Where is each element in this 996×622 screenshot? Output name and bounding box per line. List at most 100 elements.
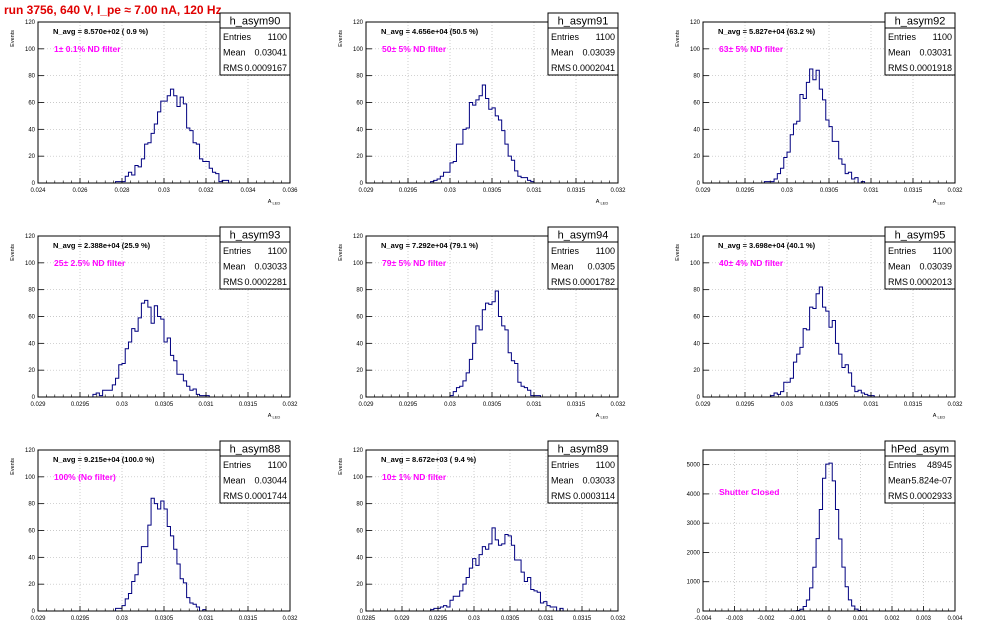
stats-label-mean: Mean (888, 262, 911, 272)
x-tick-label: 0.024 (30, 188, 46, 194)
stats-value-rms: 0.0002041 (572, 63, 615, 73)
y-tick-label: 40 (693, 127, 700, 133)
x-tick-label: 0.0305 (820, 188, 839, 194)
x-tick-label: 0.03 (444, 402, 456, 408)
y-axis-title: Events (10, 458, 16, 475)
y-tick-label: 120 (353, 234, 364, 240)
x-tick-label: 0.032 (947, 188, 963, 194)
y-tick-label: 40 (693, 341, 700, 347)
y-tick-label: 0 (697, 395, 701, 401)
x-tick-label: 0.031 (863, 188, 879, 194)
x-tick-label: 0.0295 (71, 616, 90, 622)
x-tick-label: 0.034 (240, 188, 256, 194)
x-tick-label: 0.03 (116, 616, 128, 622)
x-tick-label: 0.032 (947, 402, 963, 408)
y-tick-label: 4000 (687, 492, 701, 498)
stats-value-rms: 0.0001744 (244, 491, 287, 501)
y-tick-label: 0 (360, 395, 364, 401)
y-tick-label: 20 (356, 582, 363, 588)
stats-value-entries: 1100 (596, 246, 615, 256)
y-tick-label: 60 (356, 529, 363, 535)
stats-value-rms: 0.0002013 (909, 277, 952, 287)
histogram-name: h_asym90 (230, 16, 281, 28)
y-tick-label: 80 (28, 502, 35, 508)
stats-box (547, 241, 619, 290)
histogram-panel-h_asym93: 0.029 0.0295 0.03 0.0305 0.031 0.0315 0.032 0 20… (10, 226, 298, 420)
y-axis-title: Events (338, 30, 344, 47)
stats-value-mean: 0.03044 (254, 476, 287, 486)
stats-box (884, 455, 956, 504)
y-axis-title: Events (338, 244, 344, 261)
stats-label-rms: RMS (551, 277, 571, 287)
stats-value-mean: 0.03033 (582, 476, 615, 486)
x-tick-label: 0.0305 (501, 616, 520, 622)
stats-value-entries: 1100 (268, 460, 287, 470)
y-tick-label: 1000 (687, 580, 701, 586)
navg-label: N_avg = 3.698e+04 (40.1 %) (718, 241, 816, 250)
stats-value-entries: 48945 (927, 460, 952, 470)
stats-label-entries: Entries (223, 246, 252, 256)
y-tick-label: 60 (28, 315, 35, 321)
stats-box (884, 241, 956, 290)
histogram-name: h_asym94 (558, 230, 609, 242)
stats-value-rms: 0.0001918 (909, 63, 952, 73)
stats-label-rms: RMS (551, 491, 571, 501)
y-tick-label: 40 (356, 555, 363, 561)
navg-label: N_avg = 9.215e+04 (100.0 %) (53, 455, 155, 464)
stats-label-entries: Entries (888, 32, 917, 42)
y-tick-label: 80 (28, 74, 35, 80)
y-axis-title: Events (338, 458, 344, 475)
y-tick-label: 60 (693, 101, 700, 107)
navg-label: N_avg = 8.672e+03 ( 9.4 %) (381, 455, 477, 464)
filter-annotation: 10± 1% ND filter (382, 472, 447, 482)
x-axis-title: ALED (596, 413, 609, 420)
histogram-name: h_asym93 (230, 230, 281, 242)
stats-label-rms: RMS (888, 63, 908, 73)
filter-annotation: Shutter Closed (719, 487, 779, 497)
x-tick-label: 0.029 (30, 402, 46, 408)
x-tick-label: 0.03 (444, 188, 456, 194)
stats-value-mean: 0.0305 (587, 262, 615, 272)
y-tick-label: 100 (25, 261, 36, 267)
stats-box (219, 455, 291, 504)
y-tick-label: 20 (693, 368, 700, 374)
filter-annotation: 79± 5% ND filter (382, 258, 447, 268)
y-axis-title: Events (675, 244, 681, 261)
y-tick-label: 0 (697, 181, 701, 187)
y-tick-label: 20 (28, 154, 35, 160)
run-title: run 3756, 640 V, I_pe ≈ 7.00 nA, 120 Hz (4, 3, 222, 17)
x-tick-label: 0.0315 (904, 188, 923, 194)
x-tick-label: 0.003 (916, 616, 932, 622)
y-tick-label: 100 (353, 475, 364, 481)
x-tick-label: -0.001 (789, 616, 807, 622)
stats-label-entries: Entries (223, 460, 252, 470)
y-tick-label: 80 (693, 288, 700, 294)
y-tick-label: 60 (356, 101, 363, 107)
stats-label-mean: Mean (551, 476, 574, 486)
x-tick-label: 0.0305 (483, 188, 502, 194)
navg-label: N_avg = 7.292e+04 (79.1 %) (381, 241, 479, 250)
y-tick-label: 100 (25, 47, 36, 53)
y-tick-label: 100 (690, 47, 701, 53)
histogram-panel-h_asym95: 0.029 0.0295 0.03 0.0305 0.031 0.0315 0.032 0 20… (675, 226, 963, 420)
x-axis-title: ALED (268, 413, 281, 420)
x-tick-label: 0.0295 (399, 188, 418, 194)
x-tick-label: 0.0315 (573, 616, 592, 622)
stats-label-rms: RMS (223, 277, 243, 287)
stats-value-entries: 1100 (933, 32, 952, 42)
histogram-name: h_asym95 (895, 230, 946, 242)
stats-value-entries: 1100 (596, 460, 615, 470)
stats-label-mean: Mean (223, 262, 246, 272)
x-tick-label: 0.001 (853, 616, 869, 622)
x-tick-label: 0.032 (610, 616, 626, 622)
y-tick-label: 100 (690, 261, 701, 267)
stats-box (547, 455, 619, 504)
x-tick-label: -0.002 (757, 616, 775, 622)
histogram-name: h_asym92 (895, 16, 946, 28)
x-tick-label: 0 (827, 616, 831, 622)
x-tick-label: 0.0305 (483, 402, 502, 408)
histogram-panel-h_asym89: 0.0285 0.029 0.0295 0.03 0.0305 0.031 0.0315 0.… (338, 440, 626, 622)
y-tick-label: 60 (28, 101, 35, 107)
x-tick-label: 0.031 (198, 402, 214, 408)
y-tick-label: 120 (353, 20, 364, 26)
